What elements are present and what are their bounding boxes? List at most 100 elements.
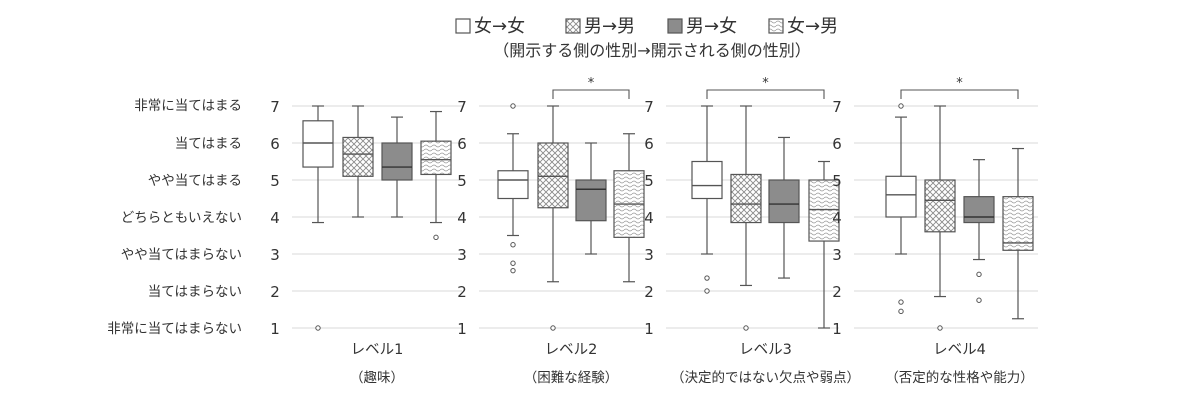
legend-label: 女→女: [474, 16, 525, 37]
y-tick-label: 7: [270, 98, 280, 116]
panel-subtitle: （趣味）: [350, 370, 404, 386]
significance-marker: *: [956, 76, 963, 91]
legend-swatch-gray: [667, 18, 683, 34]
box: [302, 120, 334, 168]
outlier-point: [510, 103, 516, 109]
panel: 1 2 3 4 5 6 7 * レベル2 （困難な経験）: [457, 76, 651, 386]
box: [963, 196, 995, 224]
outlier-point: [510, 260, 516, 266]
panel-subtitle: （決定的ではない欠点や弱点）: [671, 370, 860, 386]
significance-marker: *: [762, 76, 769, 91]
y-category-label: どちらともいえない: [121, 210, 242, 226]
outlier-point: [976, 271, 982, 278]
box: [575, 179, 607, 222]
y-category-label: 非常に当てはまらない: [107, 321, 242, 337]
panel: 1 2 3 4 5 6 7 * レベル3 （決定的ではない欠点や弱点）: [644, 76, 860, 386]
outlier-point: [510, 267, 516, 274]
y-tick-label: 4: [270, 209, 280, 227]
panel: 1 2 3 4 5 6 7 * レベル4 （否定的な性格や能力）: [832, 76, 1038, 386]
y-tick-label: 5: [457, 172, 467, 190]
y-category-label: やや当てはまる: [148, 173, 242, 189]
outlier-point: [704, 288, 710, 294]
significance-bracket: [552, 89, 630, 99]
box: [381, 142, 413, 181]
legend-item: 男→男: [565, 16, 635, 37]
box-group: [808, 160, 840, 329]
panel: 1 2 3 4 5 6 7 レベル1 （趣味）: [270, 98, 462, 386]
y-category-labels: 非常に当てはまる 当てはまる やや当てはまる どちらともいえない やや当てはまら…: [107, 98, 242, 337]
box-group: [613, 133, 645, 283]
legend-label: 女→男: [787, 16, 838, 37]
legend-label: 男→男: [584, 16, 635, 37]
y-tick-label: 5: [832, 172, 842, 190]
outlier-point: [704, 275, 710, 281]
box-group: [537, 105, 569, 331]
panel-title: レベル1: [351, 342, 404, 358]
outlier-point: [976, 297, 982, 303]
panel-subtitle: （否定的な性格や能力）: [885, 370, 1034, 386]
significance-bracket: [900, 89, 1019, 99]
y-tick-label: 6: [832, 135, 842, 153]
box-group: [768, 136, 800, 279]
outlier-point: [898, 299, 904, 305]
y-tick-label: 1: [457, 320, 467, 338]
legend-item: 女→男: [768, 16, 838, 37]
y-tick-label: 7: [832, 98, 842, 116]
outlier-point: [550, 325, 556, 331]
legend: 女→女 男→男 男→女 女→男 （開示する側の性別→開示される側の性別）: [455, 16, 838, 60]
panel-title: レベル4: [933, 342, 986, 358]
y-tick-label: 3: [270, 246, 280, 264]
legend-label: 男→女: [686, 16, 737, 37]
outlier-point: [510, 242, 516, 248]
y-tick-label: 2: [457, 283, 467, 301]
outlier-point: [433, 234, 439, 241]
box-group: [924, 105, 956, 331]
box-group: [885, 103, 917, 315]
box: [537, 142, 569, 209]
significance-bracket: [706, 89, 825, 99]
box-group: [420, 110, 452, 241]
box-group: [497, 103, 529, 274]
y-tick-label: 1: [644, 320, 654, 338]
outlier-point: [743, 325, 749, 331]
y-tick-label: 6: [644, 135, 654, 153]
box-group: [730, 105, 762, 331]
box-group: [963, 159, 995, 303]
box-group: [381, 116, 413, 218]
box: [691, 160, 723, 200]
box: [730, 173, 762, 224]
panel-subtitle: （困難な経験）: [524, 370, 619, 386]
chart-panels: 1 2 3 4 5 6 7 レベル1 （趣味） 1 2 3 4 5 6 7 * レベル2 （困難な経験） 1 2 3 4 5 6…: [270, 76, 1038, 386]
legend-subtitle: （開示する側の性別→開示される側の性別）: [493, 41, 810, 60]
y-tick-label: 5: [270, 172, 280, 190]
outlier-point: [898, 103, 904, 109]
box: [768, 179, 800, 224]
box: [924, 179, 956, 233]
y-tick-label: 1: [832, 320, 842, 338]
box-group: [575, 142, 607, 255]
box-group: [342, 105, 374, 218]
y-tick-label: 7: [644, 98, 654, 116]
box-group: [302, 105, 334, 331]
y-tick-label: 2: [644, 283, 654, 301]
y-tick-label: 7: [457, 98, 467, 116]
panel-title: レベル2: [545, 342, 598, 358]
box: [342, 136, 374, 177]
y-tick-label: 6: [457, 135, 467, 153]
box: [808, 179, 840, 242]
y-tick-label: 4: [644, 209, 654, 227]
outlier-point: [937, 325, 943, 331]
y-category-label: 非常に当てはまる: [134, 98, 242, 114]
legend-item: 女→女: [455, 16, 525, 37]
y-tick-label: 6: [270, 135, 280, 153]
y-tick-label: 2: [270, 283, 280, 301]
panel-title: レベル3: [739, 342, 792, 358]
box-group: [1002, 147, 1034, 320]
y-category-label: 当てはまる: [175, 136, 242, 152]
outlier-point: [315, 325, 321, 331]
box-group: [691, 105, 723, 294]
y-category-label: やや当てはまらない: [121, 247, 242, 263]
y-category-label: 当てはまらない: [148, 284, 242, 300]
box: [885, 175, 917, 218]
significance-marker: *: [588, 76, 595, 91]
